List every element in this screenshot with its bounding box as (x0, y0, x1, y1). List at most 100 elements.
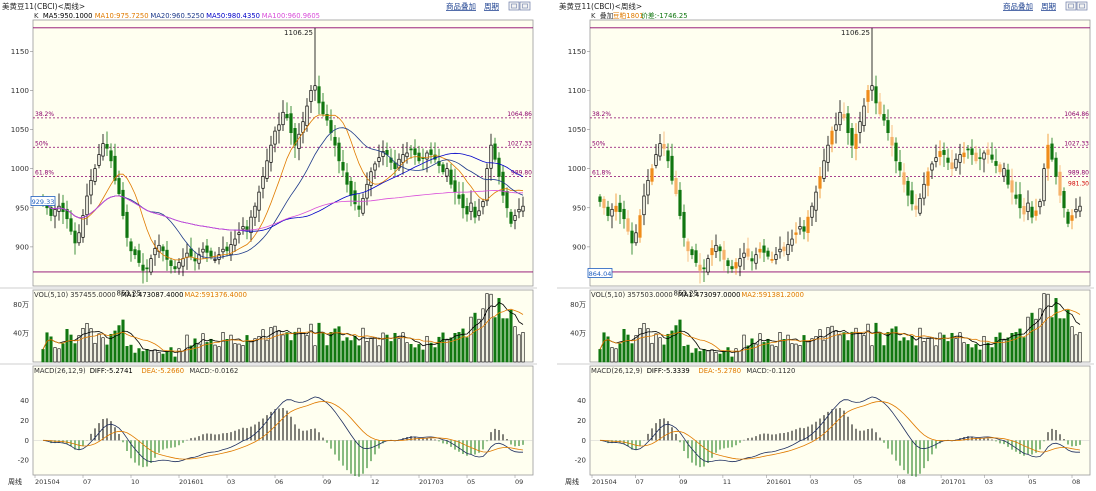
volume-bar (109, 333, 113, 363)
volume-bar (758, 333, 762, 363)
candle-body (141, 264, 145, 271)
candle-body (477, 210, 481, 216)
price-legend-item: MA20:960.5250 (150, 12, 204, 20)
volume-bar (642, 323, 646, 363)
price-tick-label: 950 (15, 203, 29, 212)
candle-body (794, 232, 798, 235)
volume-bar (293, 331, 297, 363)
candle-body (666, 150, 670, 162)
volume-bar (878, 332, 882, 363)
candle-body (425, 152, 429, 160)
volume-bar (193, 338, 197, 363)
macd-tick-label: 20 (20, 417, 29, 425)
volume-bar (734, 348, 738, 363)
volume-bar (413, 347, 417, 363)
volume-bar (53, 347, 57, 363)
volume-bar (233, 343, 237, 363)
candle-body (782, 246, 786, 252)
candle-body (890, 136, 894, 146)
volume-bar (754, 343, 758, 363)
candle-body (1042, 168, 1046, 202)
volume-bar (445, 338, 449, 363)
candle-body (778, 248, 782, 253)
volume-bar (830, 325, 834, 363)
overlay-commodity-button[interactable]: 商品叠加 (446, 1, 476, 11)
volume-bar (634, 335, 638, 363)
candle-body (730, 266, 734, 270)
x-tick-label: 09 (515, 478, 523, 486)
candle-body (662, 143, 666, 149)
candle-body (509, 211, 513, 224)
volume-bar (397, 338, 401, 363)
volume-bar (1022, 337, 1026, 363)
volume-bar (241, 345, 245, 363)
volume-bar (393, 332, 397, 363)
volume-bar (229, 334, 233, 363)
candle-body (886, 120, 890, 134)
volume-bar (261, 329, 265, 363)
volume-bar (606, 336, 610, 363)
candle-body (846, 113, 850, 134)
volume-bar (902, 337, 906, 363)
volume-bar (906, 340, 910, 363)
restore-icon[interactable] (1065, 1, 1077, 11)
volume-bar (381, 332, 385, 363)
volume-bar (129, 344, 133, 363)
candle-body (966, 148, 970, 151)
candle-body (277, 124, 281, 131)
price-legend-item: K (591, 12, 596, 20)
volume-bar (866, 323, 870, 363)
period-button[interactable]: 周期 (484, 2, 499, 11)
window-buttons[interactable] (508, 1, 531, 11)
candle-body (1078, 205, 1082, 212)
candle-body (722, 249, 726, 260)
volume-bar (978, 349, 982, 363)
macd-dea-line (42, 401, 524, 460)
volume-bar (938, 332, 942, 363)
candle-body (958, 154, 962, 163)
macd-histogram (46, 408, 524, 477)
overlay-commodity-button[interactable]: 商品叠加 (1003, 1, 1033, 11)
price-tick-label: 1100 (11, 86, 30, 95)
volume-tick-label: 80万 (570, 301, 586, 309)
volume-bar (305, 335, 309, 363)
volume-bar (341, 340, 345, 363)
candle-body (237, 232, 241, 235)
candle-body (473, 206, 477, 218)
candle-body (249, 216, 253, 233)
candle-body (858, 121, 862, 133)
candle-body (313, 85, 317, 91)
volume-bar (297, 327, 301, 363)
volume-bar (121, 319, 125, 363)
candle-body (1026, 202, 1030, 212)
price-pane (589, 19, 1091, 287)
x-tick-label: 11 (723, 478, 731, 486)
window-buttons[interactable] (1065, 1, 1088, 11)
volume-bar (149, 350, 153, 363)
volume-bar (217, 346, 221, 363)
maximize-icon[interactable] (1076, 1, 1088, 11)
volume-bar (517, 334, 521, 363)
candle-body (273, 130, 277, 145)
candle-body (181, 258, 185, 267)
volume-bar (950, 332, 954, 363)
period-button[interactable]: 周期 (1041, 2, 1056, 11)
candle-body (261, 176, 265, 189)
candle-body (293, 128, 297, 146)
candle-body (994, 161, 998, 166)
volume-bar (425, 335, 429, 363)
volume-legend-item: MA2:591376.4000 (184, 291, 247, 299)
candle-body (770, 259, 774, 261)
volume-bar (790, 343, 794, 363)
volume-bar (249, 340, 253, 363)
fib-value-label: 1027.33 (1064, 140, 1089, 147)
restore-icon[interactable] (508, 1, 520, 11)
volume-bar (161, 353, 165, 363)
candle-body (830, 130, 834, 145)
maximize-icon[interactable] (519, 1, 531, 11)
chart-panel-left: 美黄豆11(CBCI)<周线> 商品叠加 周期 K MA5:950.1000 MA10:9… (0, 0, 537, 487)
candle-body (137, 250, 141, 263)
candle-body (694, 250, 698, 263)
volume-bar (389, 341, 393, 363)
candle-body (465, 206, 469, 215)
